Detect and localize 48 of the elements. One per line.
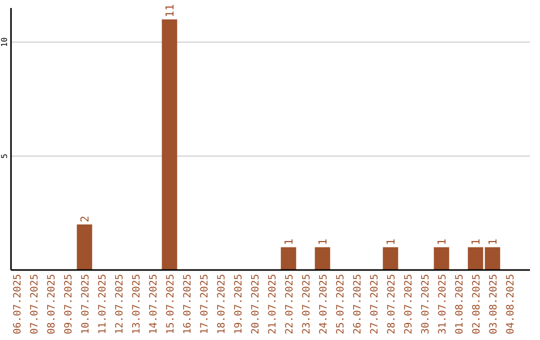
x-tick-label: 16.07.2025: [182, 274, 194, 334]
x-tick-label: 19.07.2025: [234, 274, 244, 334]
data-label: 1: [282, 238, 296, 246]
x-tick-label: 13.07.2025: [132, 274, 142, 334]
x-tick-label: 21.07.2025: [268, 274, 278, 334]
data-label: 1: [436, 238, 448, 246]
x-tick-label: 03.08.2025: [488, 274, 500, 334]
x-tick-label: 27.07.2025: [370, 274, 380, 334]
x-tick-label: 02.08.2025: [472, 274, 482, 334]
x-tick-label: 26.07.2025: [352, 274, 364, 334]
x-tick-label: 31.07.2025: [438, 274, 448, 334]
x-tick-label: 20.07.2025: [250, 274, 262, 334]
x-tick-label: 11.07.2025: [98, 274, 108, 334]
x-tick-label: 29.07.2025: [404, 274, 414, 334]
data-label: 1: [470, 238, 482, 246]
data-label: 2: [78, 216, 92, 222]
x-tick-label: 23.07.2025: [302, 274, 312, 334]
x-tick-label: 17.07.2025: [200, 274, 210, 334]
bar: [382, 247, 398, 270]
bar: [280, 247, 296, 270]
data-label: 1: [316, 238, 330, 246]
x-tick-label: 25.07.2025: [336, 274, 346, 334]
bar: [434, 247, 450, 270]
bar: [484, 247, 500, 270]
x-tick-label: 14.07.2025: [148, 274, 160, 334]
x-tick-label: 06.07.2025: [12, 274, 24, 334]
x-tick-label: 10.07.2025: [80, 274, 92, 334]
bar: [162, 19, 178, 270]
x-tick-label: 22.07.2025: [284, 274, 296, 334]
x-tick-label: 30.07.2025: [420, 274, 432, 334]
x-tick-label: 04.08.2025: [506, 274, 516, 334]
x-tick-label: 07.07.2025: [30, 274, 40, 334]
y-tick-label: 10: [0, 37, 9, 47]
x-tick-label: 01.08.2025: [454, 274, 466, 334]
data-label: 1: [384, 238, 398, 246]
bar: [468, 247, 484, 270]
x-tick-label: 18.07.2025: [216, 274, 228, 334]
data-label: 11: [164, 4, 176, 18]
x-tick-label: 24.07.2025: [318, 274, 330, 334]
data-label: 1: [486, 238, 500, 246]
x-tick-label: 28.07.2025: [386, 274, 398, 334]
x-tick-label: 12.07.2025: [114, 274, 126, 334]
x-tick-label: 09.07.2025: [64, 274, 74, 334]
bar: [314, 247, 330, 270]
bar: [76, 224, 92, 270]
y-tick-label: 5: [0, 154, 9, 158]
x-tick-label: 08.07.2025: [46, 274, 58, 334]
x-tick-label: 15.07.2025: [166, 274, 176, 334]
